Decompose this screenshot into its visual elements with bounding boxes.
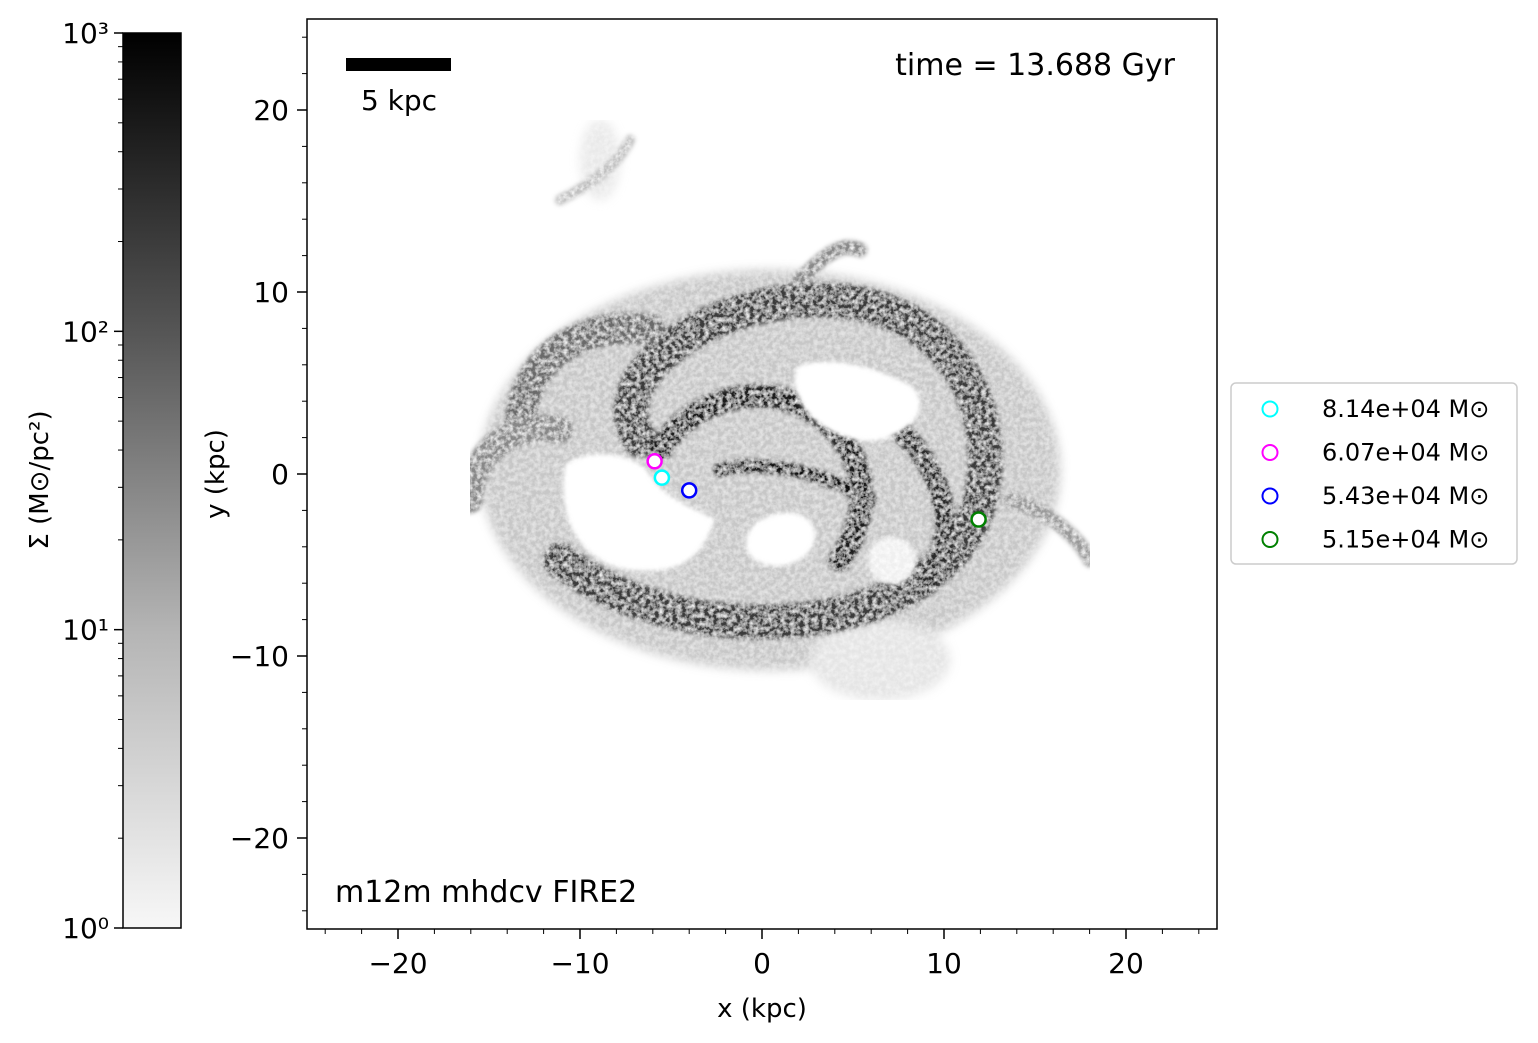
colorbar-gradient — [122, 32, 182, 929]
colorbar-major-ticks: 10⁰ 10¹ 10² 10³ — [62, 17, 123, 945]
legend-label: 5.43e+04 M⊙ — [1322, 482, 1489, 510]
scale-bar-line — [346, 58, 451, 71]
legend-label: 5.15e+04 M⊙ — [1322, 526, 1489, 554]
time-annotation: time = 13.688 Gyr — [895, 48, 1175, 83]
y-tick-label: −10 — [230, 640, 289, 673]
legend-box — [1230, 382, 1518, 565]
x-axis-ticks: −20 −10 0 10 20 — [324, 929, 1200, 980]
x-tick-label: −10 — [550, 947, 609, 980]
colorbar-label: Σ (M⊙/pc²) — [25, 410, 55, 549]
y-tick-label: 0 — [271, 458, 289, 491]
legend: 8.14e+04 M⊙ 6.07e+04 M⊙ 5.43e+04 M⊙ 5.15e+0… — [1230, 382, 1518, 565]
legend-marker — [1261, 487, 1279, 505]
legend-marker — [1261, 400, 1279, 418]
y-tick-label: 20 — [253, 94, 289, 127]
x-tick-label: −20 — [368, 947, 427, 980]
y-axis-ticks: −20 −10 0 10 20 — [230, 36, 307, 912]
scale-bar: 5 kpc — [346, 58, 451, 117]
x-tick-label: 0 — [753, 947, 771, 980]
cluster-markers — [646, 453, 987, 528]
legend-marker — [1261, 531, 1279, 548]
y-axis-label: y (kpc) — [201, 429, 231, 519]
colorbar-tick-label: 10² — [62, 315, 109, 348]
colorbar-minor-ticks — [118, 46, 123, 839]
y-tick-label: −20 — [230, 822, 289, 855]
colorbar: 10⁰ 10¹ 10² 10³ Σ (M⊙/pc²) — [25, 17, 182, 945]
x-axis-label: x (kpc) — [717, 994, 807, 1024]
colorbar-tick-label: 10⁰ — [62, 912, 109, 945]
legend-marker — [1261, 444, 1279, 461]
x-tick-label: 20 — [1108, 947, 1144, 980]
cluster-marker — [680, 482, 698, 499]
cluster-marker — [653, 469, 671, 486]
colorbar-tick-label: 10³ — [62, 17, 109, 50]
x-tick-label: 10 — [926, 947, 962, 980]
run-annotation: m12m mhdcv FIRE2 — [335, 875, 637, 910]
colorbar-tick-label: 10¹ — [62, 614, 109, 647]
cluster-marker — [646, 453, 663, 470]
scale-bar-label: 5 kpc — [361, 84, 437, 117]
legend-label: 6.07e+04 M⊙ — [1322, 439, 1489, 467]
cluster-marker — [970, 511, 987, 528]
gas-density-map — [457, 120, 1097, 700]
legend-label: 8.14e+04 M⊙ — [1322, 395, 1489, 423]
y-tick-label: 10 — [253, 276, 289, 309]
